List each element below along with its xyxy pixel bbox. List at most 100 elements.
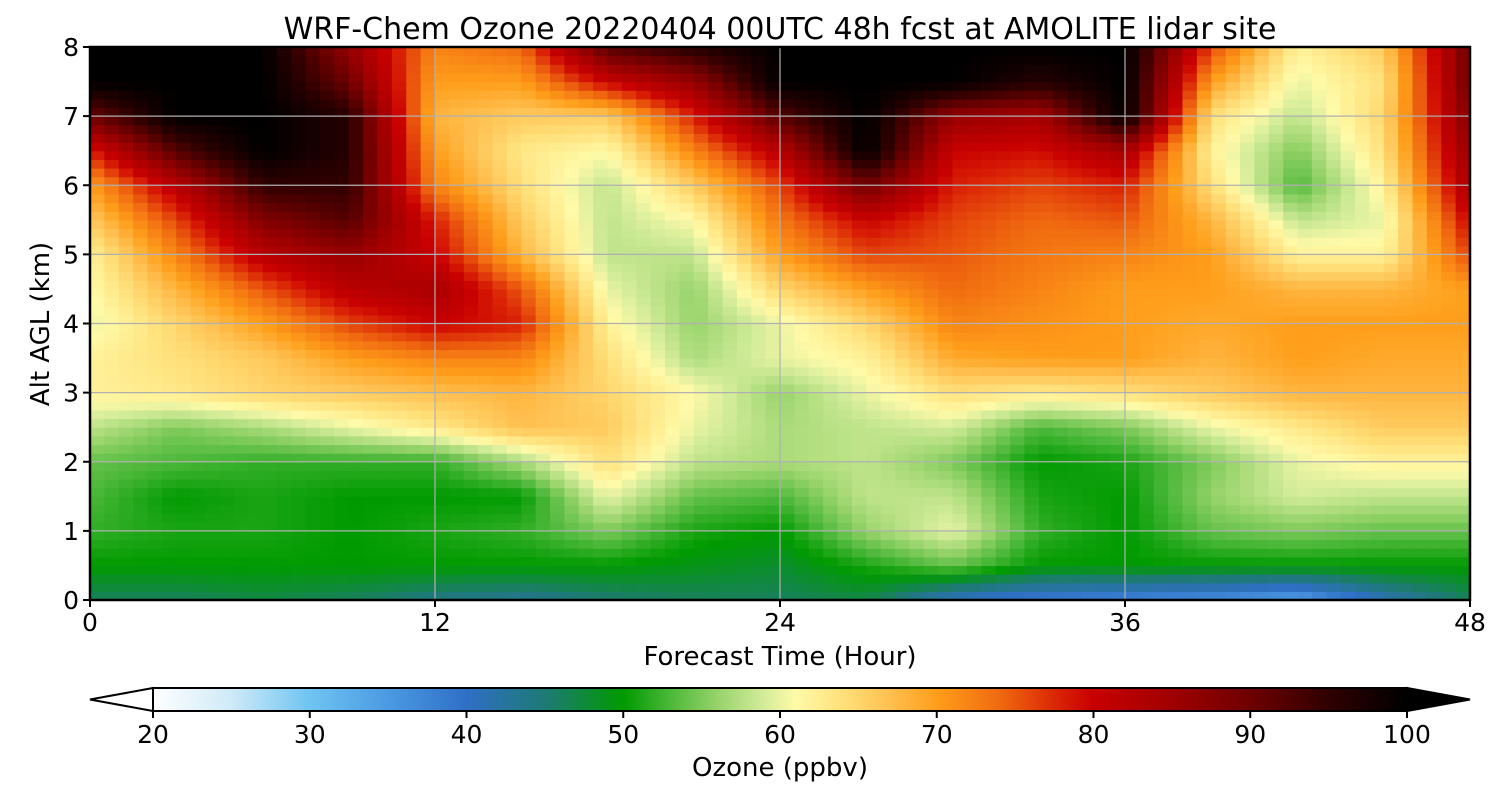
heatmap-cell [1196,496,1212,506]
heatmap-cell [205,349,220,359]
heatmap-cell [578,479,594,489]
heatmap-cell [837,193,853,204]
heatmap-cell [1441,487,1457,497]
heatmap-cell [1139,444,1155,454]
heatmap-cell [665,237,680,247]
heatmap-cell [607,504,623,515]
heatmap-cell [492,565,508,575]
heatmap-cell [104,496,120,506]
heatmap-cell [1225,349,1241,359]
heatmap-cell [1225,358,1241,368]
heatmap-cell [1283,254,1299,264]
heatmap-cell [923,193,939,204]
heatmap-cell [765,349,781,359]
heatmap-cell [593,444,609,454]
heatmap-cell [550,314,565,325]
heatmap-cell [190,237,206,247]
heatmap-cell [90,375,105,385]
heatmap-cell [1369,297,1385,307]
heatmap-cell [1283,591,1299,600]
heatmap-cell [463,358,479,368]
heatmap-cell [1110,211,1126,221]
heatmap-cell [1398,539,1414,549]
heatmap-cell [1283,582,1299,592]
heatmap-cell [1125,418,1140,428]
heatmap-cell [550,228,565,238]
heatmap-cell [435,513,450,523]
heatmap-cell [1038,591,1054,600]
heatmap-cell [276,263,292,273]
heatmap-cell [1240,349,1255,359]
heatmap-cell [1196,332,1212,342]
heatmap-cell [420,185,436,195]
heatmap-cell [665,392,680,402]
heatmap-cell [780,280,795,290]
heatmap-cell [276,487,292,497]
heatmap-cell [1024,401,1040,411]
heatmap-cell [1196,280,1212,290]
heatmap-cell [808,496,824,506]
heatmap-cell [1081,548,1097,558]
heatmap-cell [708,366,724,376]
heatmap-cell [1110,548,1126,558]
heatmap-cell [736,202,752,212]
heatmap-cell [866,150,882,160]
heatmap-cell [851,565,867,575]
heatmap-cell [535,487,551,497]
heatmap-cell [1254,271,1270,281]
heatmap-cell [363,470,379,480]
heatmap-cell [837,185,853,195]
heatmap-cell [650,271,666,281]
heatmap-cell [550,150,565,160]
heatmap-cell [1426,444,1442,454]
heatmap-cell [248,461,264,471]
heatmap-cell [1297,513,1313,523]
heatmap-cell [190,496,206,506]
heatmap-cell [305,332,321,342]
heatmap-cell [219,358,235,368]
heatmap-cell [1211,185,1227,195]
heatmap-cell [578,306,594,316]
heatmap-cell [765,297,781,307]
heatmap-cell [1297,444,1313,454]
heatmap-cell [564,539,580,549]
heatmap-cell [1455,323,1470,333]
heatmap-cell [1398,409,1414,420]
heatmap-cell [1441,530,1457,541]
heatmap-cell [866,392,882,402]
heatmap-cell [1326,427,1342,437]
heatmap-cell [794,340,810,351]
heatmap-cell [550,591,565,600]
heatmap-cell [765,565,781,575]
heatmap-cell [808,453,824,463]
heatmap-cell [291,530,307,541]
heatmap-cell [1283,211,1299,221]
heatmap-cell [1053,530,1069,541]
heatmap-cell [190,453,206,463]
heatmap-cell [521,340,537,351]
heatmap-cell [1096,245,1112,255]
heatmap-cell [492,340,508,351]
heatmap-cell [895,288,910,299]
heatmap-cell [1455,150,1470,160]
heatmap-cell [478,150,494,160]
heatmap-cell [118,185,134,195]
heatmap-cell [1110,297,1126,307]
heatmap-cell [506,288,522,299]
heatmap-cell [1038,228,1054,238]
heatmap-cell [435,409,450,420]
heatmap-cell [176,314,192,325]
heatmap-cell [722,530,738,541]
heatmap-cell [708,150,724,160]
heatmap-cell [118,288,134,299]
heatmap-cell [1067,176,1083,186]
heatmap-cell [751,539,767,549]
heatmap-cell [377,193,393,204]
heatmap-cell [1182,418,1198,428]
heatmap-cell [521,574,537,584]
heatmap-cell [1398,530,1414,541]
heatmap-cell [420,435,436,446]
heatmap-cell [1426,539,1442,549]
heatmap-cell [1412,479,1428,489]
heatmap-cell [1240,487,1255,497]
